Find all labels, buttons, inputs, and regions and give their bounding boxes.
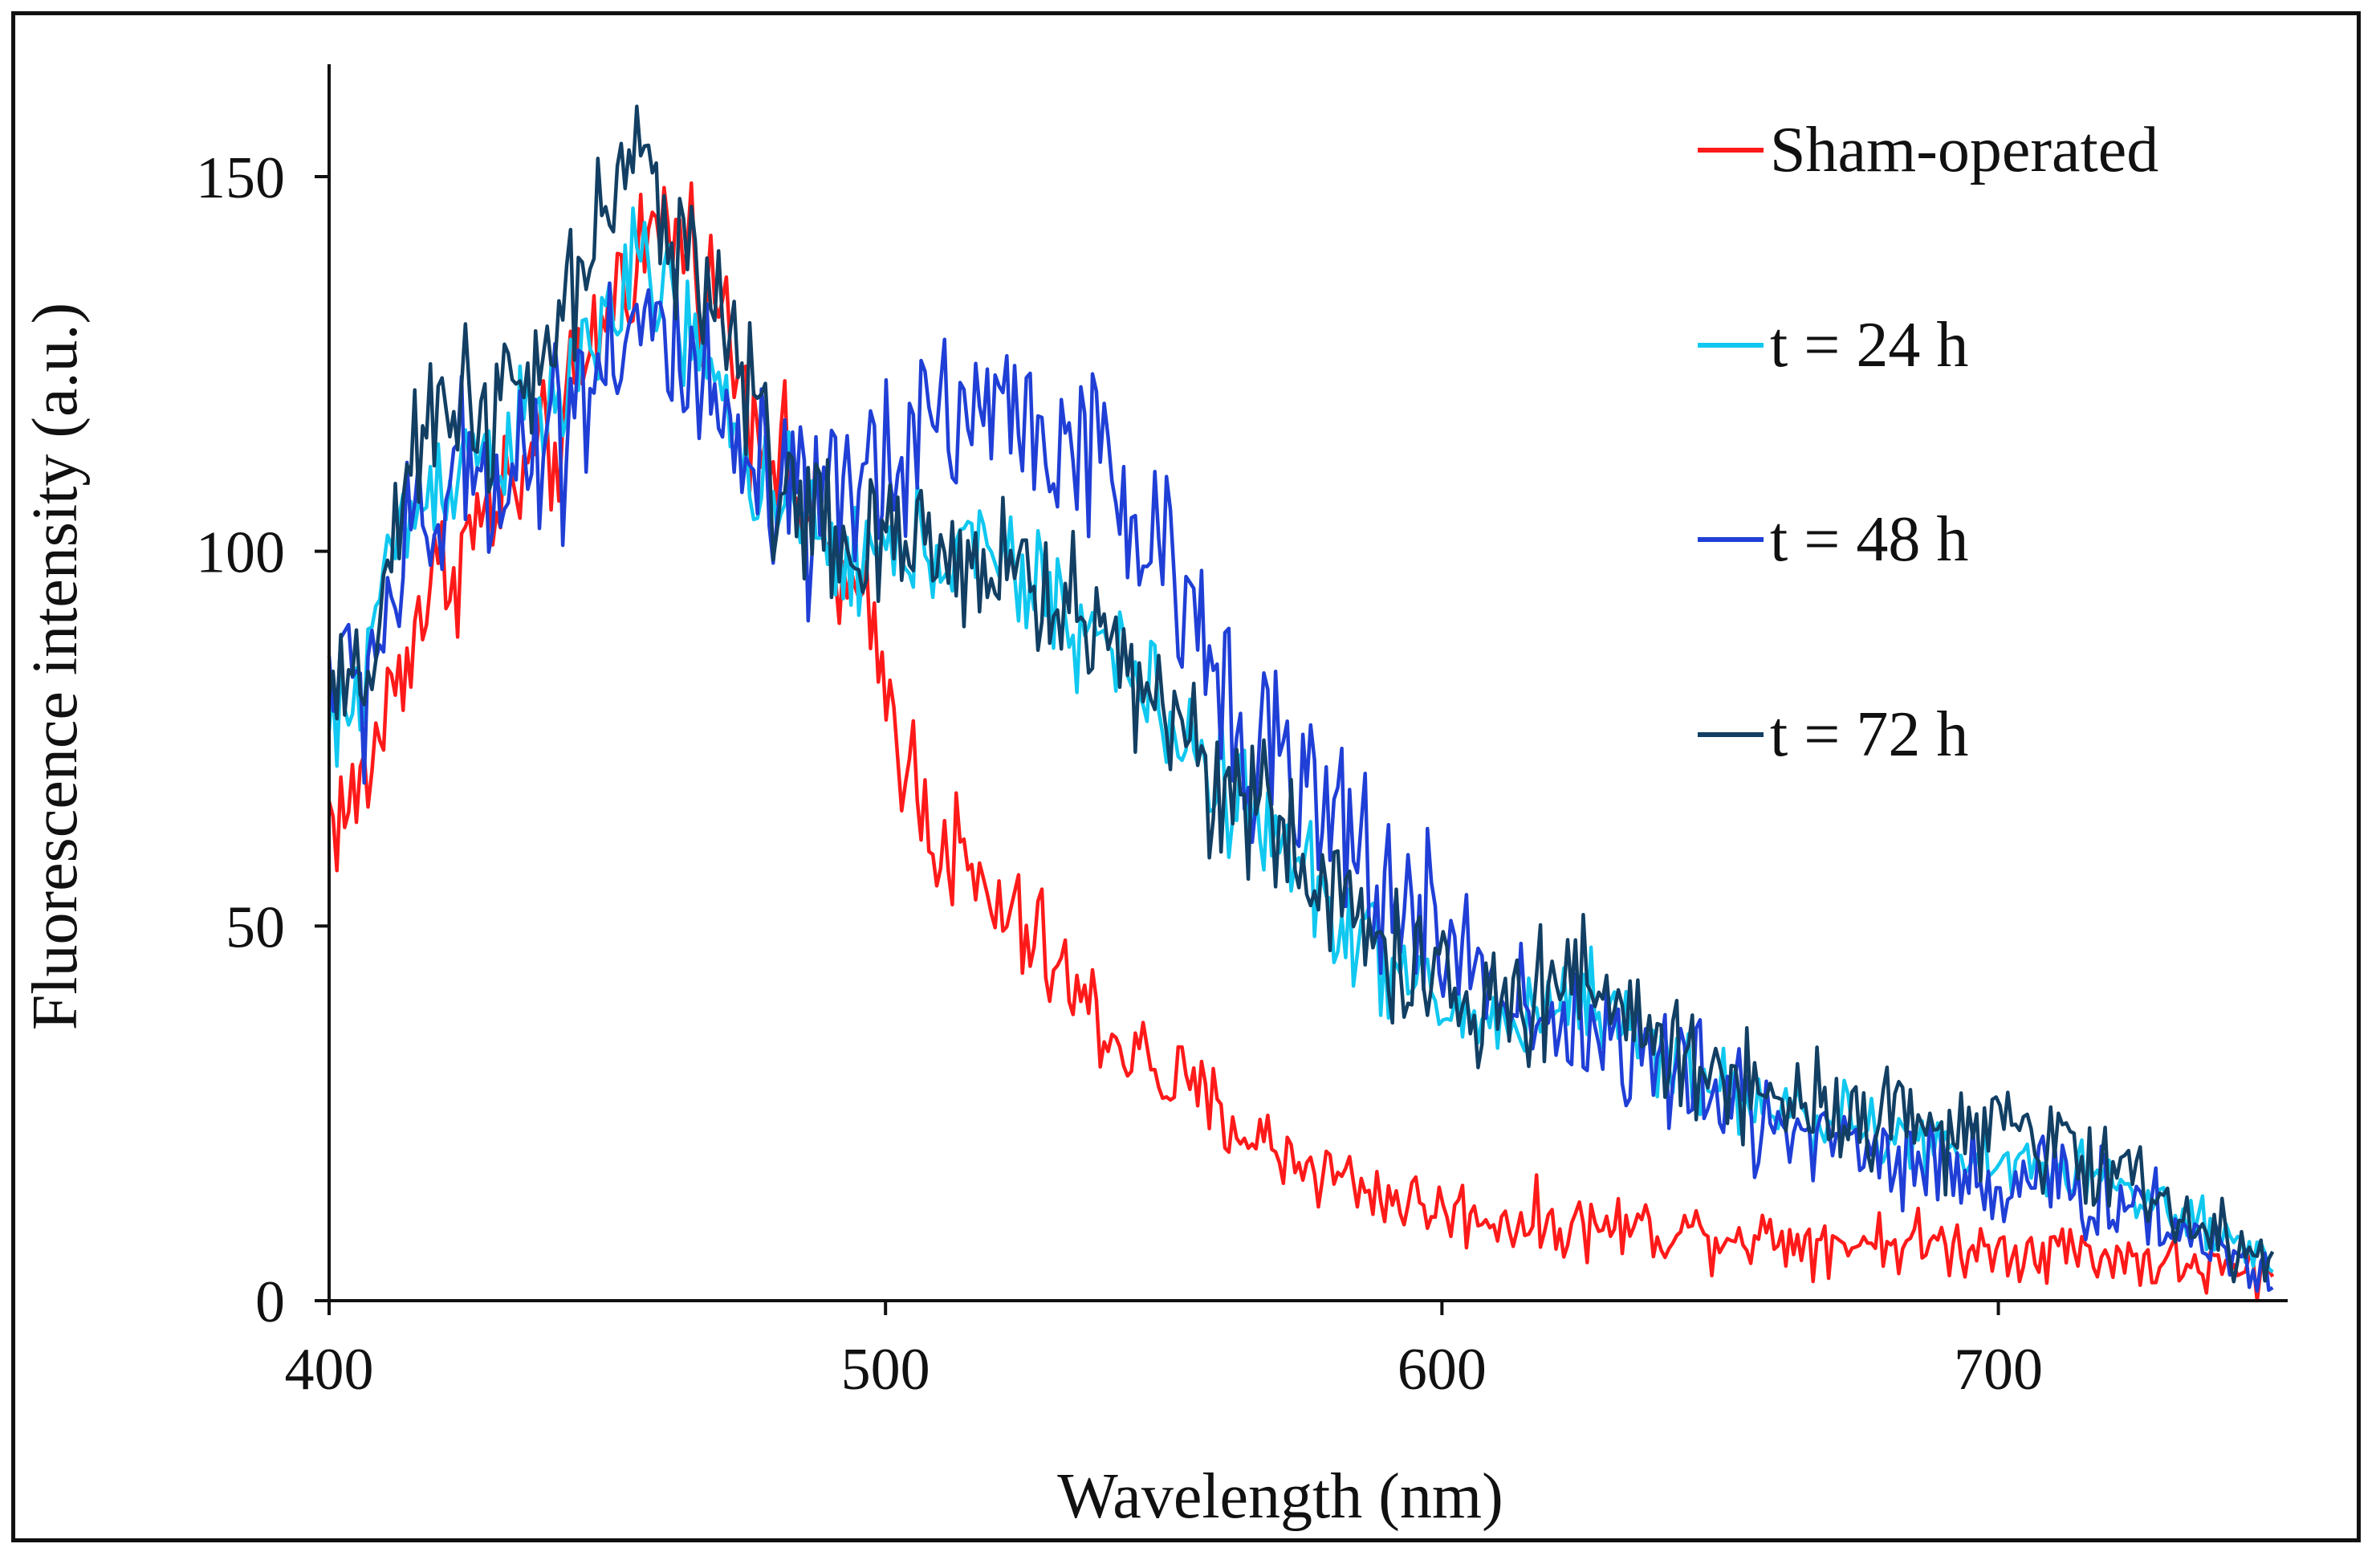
figure-frame [11,11,2361,1542]
y-axis-label: Fluorescence intensity (a.u.) [20,303,91,1030]
y-tick-label: 50 [226,894,285,960]
x-tick-label: 700 [1954,1337,2043,1403]
legend-label: Sham-operated [1770,115,2158,185]
x-tick-label: 400 [285,1337,374,1403]
series-line [327,181,2275,1303]
y-ticks: 0 50 100 150 [196,145,329,1335]
axes-layer: 400 500 600 700 0 50 100 150 Wavelength (nm) F… [20,64,2288,1532]
x-axis-label: Wavelength (nm) [1057,1461,1503,1532]
legend: Sham-operated t = 24 h t = 48 h t = 72 h [1698,115,2158,770]
y-tick-label: 0 [255,1269,285,1335]
y-tick-label: 100 [196,520,285,586]
series-layer [327,104,2275,1303]
y-tick-label: 150 [196,145,285,211]
legend-label: t = 72 h [1770,699,1968,770]
x-tick-label: 500 [841,1337,930,1403]
x-ticks: 400 500 600 700 [285,1301,2043,1403]
legend-label: t = 24 h [1770,310,1968,381]
legend-label: t = 48 h [1770,504,1968,575]
x-tick-label: 600 [1397,1337,1487,1403]
series-line [327,104,2275,1284]
